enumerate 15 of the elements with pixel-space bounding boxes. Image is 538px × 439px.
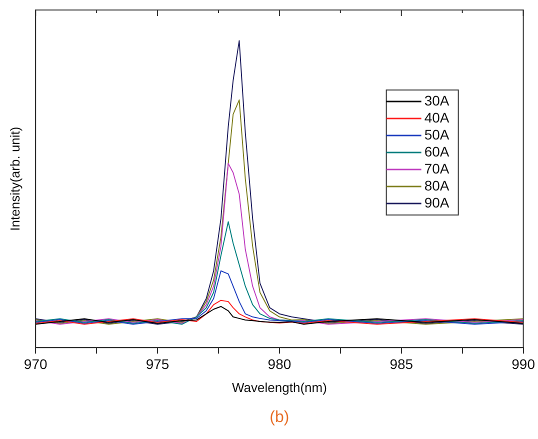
legend-label: 80A [424,177,450,194]
legend-label: 70A [424,160,450,176]
legend-label: 30A [424,92,450,108]
y-axis-title: Intensity(arb. unit) [7,126,22,231]
legend-label: 40A [424,109,450,126]
x-tick-label: 985 [390,356,414,372]
text: (b) [270,409,290,426]
x-tick-label: 975 [146,356,170,372]
x-tick-label: 980 [268,356,292,372]
legend-label: 90A [424,194,450,210]
legend-label: 50A [424,126,450,142]
legend-label: 60A [424,143,450,160]
x-axis-title: Wavelength(nm) [232,380,327,395]
x-tick-label: 990 [512,356,536,372]
x-tick-label: 970 [24,356,48,372]
